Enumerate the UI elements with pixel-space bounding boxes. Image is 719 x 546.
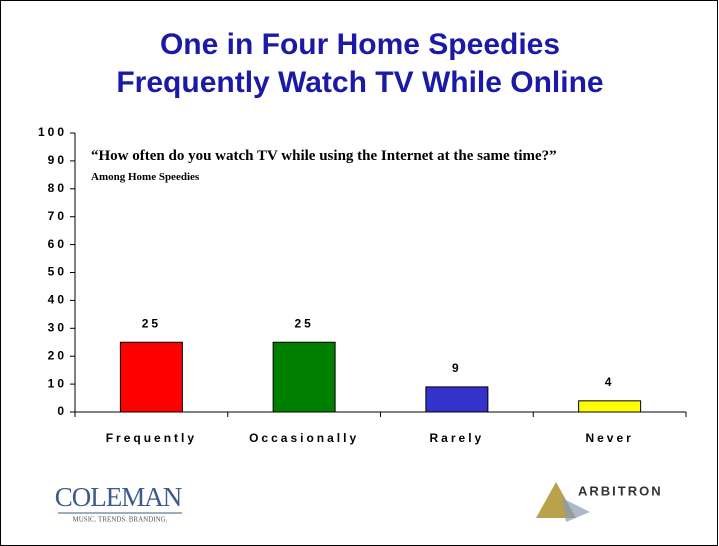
value-label: 25 (142, 316, 161, 330)
arbitron-logo: ARBITRON (536, 482, 663, 522)
annotation: “How often do you watch TV while using t… (91, 146, 571, 187)
y-tick-label: 0 (57, 404, 67, 418)
bar (272, 341, 336, 413)
chart-title: One in Four Home Speedies (160, 28, 560, 61)
logo-mark (562, 498, 590, 522)
x-tick-label: Never (585, 431, 633, 445)
x-tick-label: Frequently (106, 431, 197, 445)
bar (119, 341, 183, 413)
bar (578, 400, 642, 413)
annotation-text: “How often do you watch TV while using t… (91, 148, 557, 164)
y-tick-label: 60 (48, 237, 67, 251)
y-tick-label: 70 (48, 209, 67, 223)
value-label: 9 (452, 361, 462, 375)
y-tick-label: 40 (48, 293, 67, 307)
y-tick-label: 100 (38, 125, 67, 139)
y-tick-label: 90 (48, 153, 67, 167)
value-label: 25 (294, 316, 313, 330)
x-tick-label: Rarely (430, 431, 485, 445)
logo-tagline: MUSIC. TRENDS. BRANDING. (73, 516, 168, 524)
y-tick-label: 30 (48, 320, 67, 334)
chart-title: Frequently Watch TV While Online (116, 66, 603, 99)
value-label: 4 (605, 375, 615, 389)
logo-text: COLEMAN (55, 482, 182, 512)
y-tick-label: 20 (48, 348, 67, 362)
coleman-logo: COLEMAN MUSIC. TRENDS. BRANDING. (55, 482, 183, 524)
bar (425, 386, 489, 413)
y-tick-label: 80 (48, 181, 67, 195)
y-tick-label: 10 (48, 376, 67, 390)
y-tick-label: 50 (48, 265, 67, 279)
x-tick-label: Occasionally (249, 431, 359, 445)
annotation-note: Among Home Speedies (91, 171, 200, 183)
logo-text: ARBITRON (578, 483, 663, 498)
